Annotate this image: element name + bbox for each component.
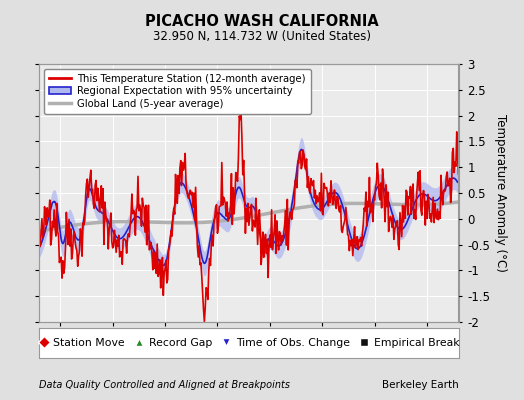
- Text: Data Quality Controlled and Aligned at Breakpoints: Data Quality Controlled and Aligned at B…: [39, 380, 290, 390]
- Text: Berkeley Earth: Berkeley Earth: [382, 380, 458, 390]
- Legend: Station Move, Record Gap, Time of Obs. Change, Empirical Break: Station Move, Record Gap, Time of Obs. C…: [35, 335, 463, 351]
- Text: PICACHO WASH CALIFORNIA: PICACHO WASH CALIFORNIA: [145, 14, 379, 29]
- Text: 32.950 N, 114.732 W (United States): 32.950 N, 114.732 W (United States): [153, 30, 371, 43]
- Legend: This Temperature Station (12-month average), Regional Expectation with 95% uncer: This Temperature Station (12-month avera…: [45, 69, 311, 114]
- Y-axis label: Temperature Anomaly (°C): Temperature Anomaly (°C): [494, 114, 507, 272]
